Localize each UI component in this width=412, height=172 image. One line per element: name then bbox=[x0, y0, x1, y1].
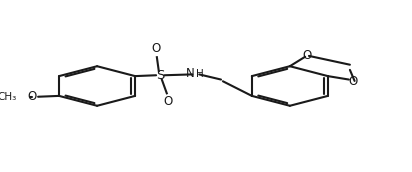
Text: O: O bbox=[28, 90, 37, 103]
Text: O: O bbox=[152, 42, 161, 55]
Text: O: O bbox=[302, 49, 311, 62]
Text: O: O bbox=[348, 75, 357, 88]
Text: H: H bbox=[196, 68, 204, 79]
Text: N: N bbox=[185, 67, 194, 80]
Text: S: S bbox=[156, 69, 164, 82]
Text: CH₃: CH₃ bbox=[0, 92, 17, 102]
Text: O: O bbox=[163, 95, 172, 108]
